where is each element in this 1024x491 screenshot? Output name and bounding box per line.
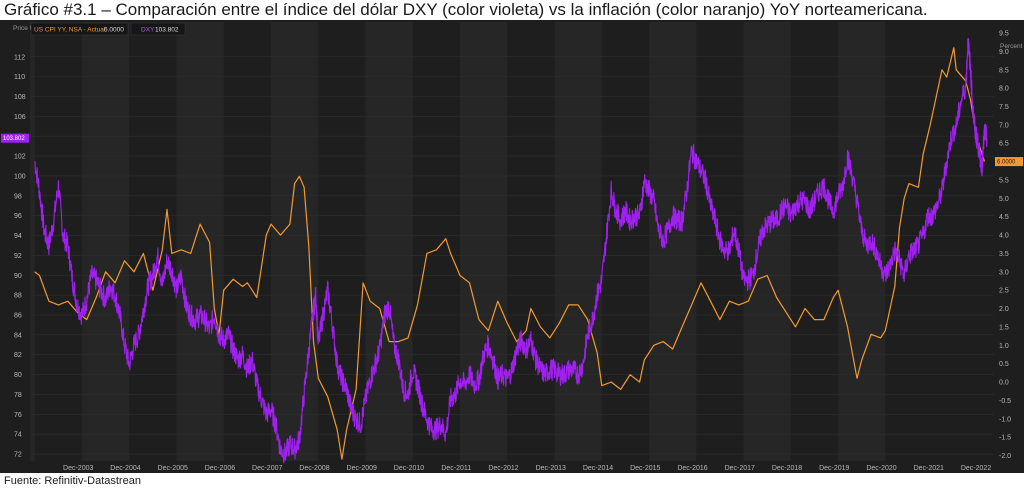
x-tick-label: Dec-2005 [158, 465, 188, 472]
left-tick-label: 94 [14, 233, 22, 240]
right-tick-label: 7.0 [999, 122, 1009, 129]
x-tick-label: Dec-2009 [347, 465, 377, 472]
x-tick-label: Dec-2021 [914, 465, 944, 472]
right-tick-label: 5.5 [999, 177, 1009, 184]
right-tick-label: 1.5 [999, 324, 1009, 331]
left-tick-label: 86 [14, 312, 22, 319]
x-tick-label: Dec-2022 [961, 465, 991, 472]
year-band [554, 22, 602, 461]
x-tick-label: Dec-2019 [819, 465, 849, 472]
year-band [460, 22, 508, 461]
left-tick-label: 106 [14, 114, 26, 121]
dxy-cpi-chart: 7274767880828486889092949698100102104106… [1, 22, 1023, 472]
left-tick-label: 100 [14, 173, 26, 180]
right-tick-label: 2.0 [999, 306, 1009, 313]
x-tick-label: Dec-2007 [252, 465, 282, 472]
left-tick-label: 88 [14, 293, 22, 300]
legend-cpi-name: US CPI YY, NSA - Actual [34, 27, 106, 34]
right-axis-unit: Percent [1000, 43, 1023, 50]
x-tick-label: Dec-2017 [725, 465, 755, 472]
x-tick-label: Dec-2013 [536, 465, 566, 472]
cpi-series-line [34, 47, 986, 460]
right-tick-label: -2.0 [999, 453, 1011, 460]
right-tick-label: 8.5 [999, 67, 1009, 74]
right-tick-label: 4.0 [999, 233, 1009, 240]
right-tick-label: 9.5 [999, 31, 1009, 38]
year-band [743, 22, 791, 461]
right-tick-label: 1.0 [999, 343, 1009, 350]
x-axis-ticks: Dec-2003 Dec-2004 Dec-2005 Dec-2006 Dec-2007… [63, 465, 991, 472]
figure-title: Gráfico #3.1 – Comparación entre el índi… [4, 0, 928, 19]
left-axis-unit: Price USD [13, 25, 44, 32]
year-band [271, 22, 319, 461]
left-tick-label: 74 [14, 432, 22, 439]
cpi-last-value-tag: 6.0000 [995, 157, 1023, 167]
x-tick-label: Dec-2003 [63, 465, 93, 472]
left-tick-label: 98 [14, 193, 22, 200]
source-note: Fuente: Refinitiv-Datastrean [4, 475, 141, 487]
left-tick-label: 84 [14, 332, 22, 339]
x-tick-label: Dec-2014 [583, 465, 613, 472]
dxy-last-value-tag: 103.802 [1, 133, 29, 143]
left-tick-label: 110 [14, 74, 25, 81]
left-axis-ticks: 7274767880828486889092949698100102104106… [14, 54, 26, 458]
legend-dxy-value: 103.802 [155, 27, 179, 34]
right-tick-label: 8.0 [999, 86, 1009, 93]
svg-text:6.0000: 6.0000 [997, 160, 1016, 166]
year-band [838, 22, 886, 461]
left-tick-label: 112 [14, 54, 25, 61]
left-tick-label: 72 [14, 452, 22, 459]
year-band [81, 22, 130, 461]
year-band [30, 22, 35, 461]
legend-dxy[interactable]: DXY 103.802 [130, 22, 186, 36]
dxy-series-line [34, 37, 988, 464]
x-tick-label: Dec-2006 [205, 465, 235, 472]
left-tick-label: 108 [14, 94, 26, 101]
x-tick-label: Dec-2004 [110, 465, 140, 472]
right-tick-label: 3.0 [999, 269, 1009, 276]
gridlines [30, 56, 994, 455]
left-tick-label: 76 [14, 412, 22, 419]
left-tick-label: 96 [14, 213, 22, 220]
right-tick-label: 9.0 [999, 49, 1009, 56]
year-band [649, 22, 697, 461]
legend-cpi[interactable]: US CPI YY, NSA - Actual 6.0000 [30, 22, 129, 36]
x-tick-label: Dec-2020 [866, 465, 896, 472]
right-axis-ticks: -2.0 -1.5 -1.0 -0.5 0.0 0.5 1.0 1.5 2.0 2.5 3.0 3.5… [999, 31, 1011, 460]
right-tick-label: 4.5 [999, 214, 1009, 221]
left-tick-label: 78 [14, 392, 22, 399]
svg-text:103.802: 103.802 [3, 136, 25, 142]
right-tick-label: 0.5 [999, 361, 1009, 368]
legend-cpi-value: 6.0000 [104, 27, 124, 34]
right-tick-label: 2.5 [999, 288, 1009, 295]
x-tick-label: Dec-2008 [299, 465, 329, 472]
x-tick-label: Dec-2012 [488, 465, 518, 472]
right-tick-label: 7.5 [999, 104, 1009, 111]
left-tick-label: 92 [14, 253, 22, 260]
x-tick-label: Dec-2010 [394, 465, 424, 472]
right-tick-label: 6.5 [999, 141, 1009, 148]
right-tick-label: 0.0 [999, 380, 1009, 387]
right-tick-label: 3.5 [999, 251, 1009, 258]
left-tick-label: 80 [14, 372, 22, 379]
right-tick-label: 5.0 [999, 196, 1009, 203]
x-tick-label: Dec-2016 [677, 465, 707, 472]
right-tick-label: -0.5 [999, 398, 1011, 405]
right-tick-label: -1.5 [999, 435, 1011, 442]
x-tick-label: Dec-2011 [441, 465, 471, 472]
legend-dxy-name: DXY [141, 27, 155, 34]
x-tick-label: Dec-2018 [772, 465, 802, 472]
chart-area: 7274767880828486889092949698100102104106… [0, 20, 1024, 473]
series-layer [34, 37, 988, 464]
left-tick-label: 90 [14, 273, 22, 280]
year-band [176, 22, 224, 461]
left-tick-label: 82 [14, 352, 22, 359]
right-tick-label: -1.0 [999, 416, 1011, 423]
left-tick-label: 102 [14, 154, 26, 161]
year-bands [30, 22, 886, 461]
x-tick-label: Dec-2015 [630, 465, 660, 472]
